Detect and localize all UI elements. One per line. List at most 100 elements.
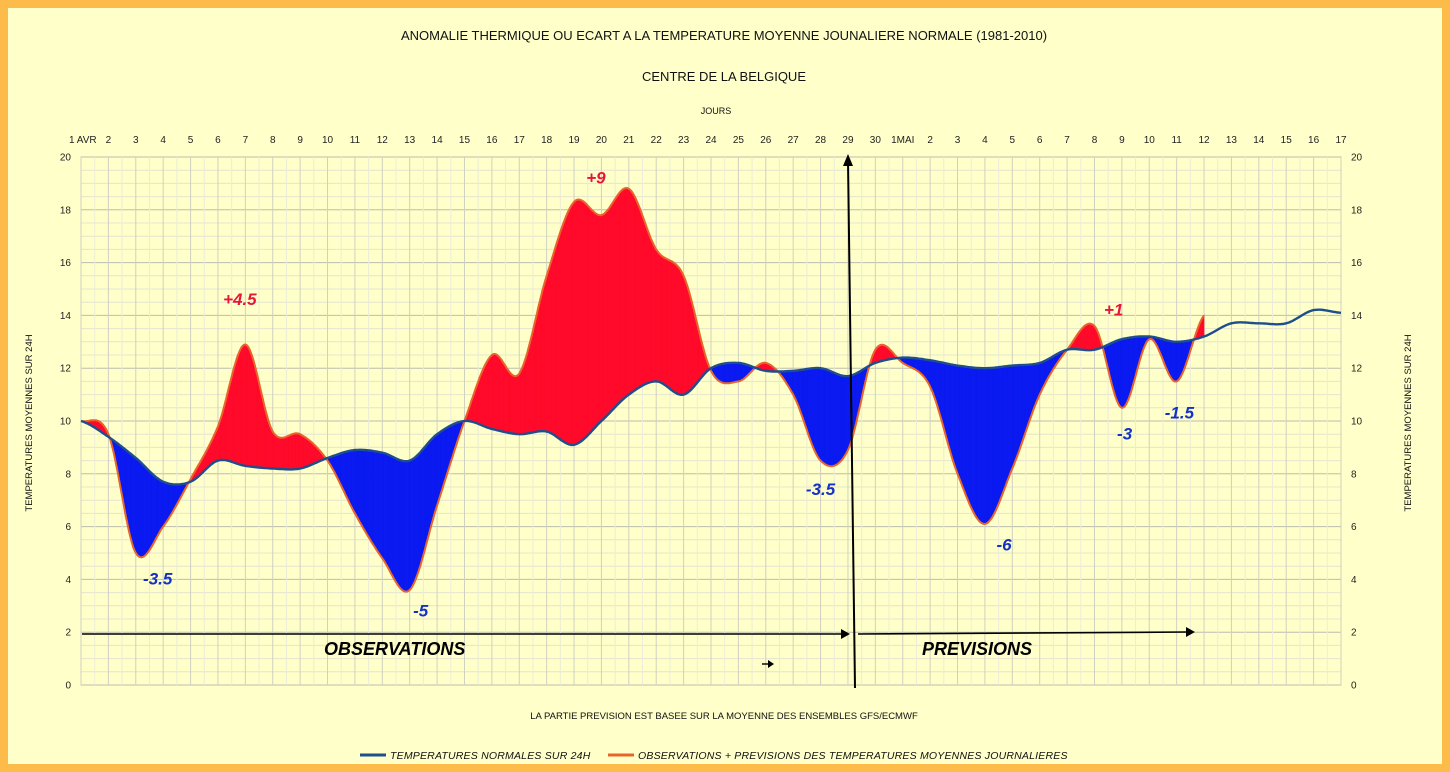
x-axis-label: JOURS: [701, 106, 732, 116]
x-tick-label: 17: [514, 135, 526, 146]
x-tick-label: 15: [1281, 135, 1293, 146]
x-tick-label: 9: [1119, 135, 1125, 146]
x-tick-label: 19: [568, 135, 580, 146]
y-tick-label-left: 4: [65, 575, 71, 586]
y-tick-labels: 0 0 2 2 4 4 6 6 8 8 10 10 12 12 14 14 16 16 18 18 20 20: [60, 153, 1363, 692]
x-tick-labels: 1 AVR 2 3 4 5 6 7 8 9 10 11 12 13 14 15 16 17 18 19 20 21 22 2…: [69, 135, 1347, 146]
y-tick-label-right: 12: [1351, 364, 1363, 375]
previsions-arrow: [857, 627, 1195, 637]
x-tick-label: 23: [678, 135, 690, 146]
anomaly-annotation: -3.5: [143, 570, 173, 589]
x-tick-label: 14: [1253, 135, 1265, 146]
observations-arrow: [82, 629, 850, 639]
x-tick-label: 24: [705, 135, 717, 146]
normal-temperature-line: [80, 308, 1342, 486]
x-tick-label: 12: [377, 135, 389, 146]
anomaly-annotation: -3: [1117, 424, 1133, 443]
y-tick-label-right: 18: [1351, 205, 1363, 216]
observed-temperature-line: [80, 186, 1205, 593]
x-tick-label: 20: [596, 135, 608, 146]
x-tick-label: 5: [1010, 135, 1016, 146]
y-tick-label-right: 10: [1351, 417, 1363, 428]
x-tick-label: 2: [106, 135, 112, 146]
x-tick-label: 14: [432, 135, 444, 146]
y-tick-label-right: 2: [1351, 628, 1357, 639]
y-tick-label-right: 20: [1351, 153, 1363, 164]
y-tick-label-left: 14: [60, 311, 72, 322]
y-tick-label-left: 20: [60, 153, 72, 164]
x-tick-label: 16: [486, 135, 498, 146]
y-tick-label-left: 0: [65, 681, 71, 692]
chart-title: ANOMALIE THERMIQUE OU ECART A LA TEMPERA…: [401, 28, 1047, 43]
y-tick-label-right: 0: [1351, 681, 1357, 692]
x-tick-label: 1MAI: [891, 135, 914, 146]
x-tick-label: 6: [1037, 135, 1043, 146]
x-tick-label: 18: [541, 135, 553, 146]
x-tick-label: 8: [270, 135, 276, 146]
anomaly-annotation: -1.5: [1165, 403, 1195, 422]
x-tick-label: 10: [1144, 135, 1156, 146]
y-axis-label-left: TEMPERATURES MOYENNES SUR 24H: [24, 334, 35, 511]
x-tick-label: 29: [842, 135, 854, 146]
chart-footnote: LA PARTIE PREVISION EST BASEE SUR LA MOY…: [530, 711, 918, 722]
x-tick-label: 7: [1064, 135, 1070, 146]
observations-label: OBSERVATIONS: [324, 639, 465, 659]
x-tick-label: 16: [1308, 135, 1320, 146]
x-tick-label: 3: [955, 135, 961, 146]
legend-normal: TEMPERATURES NORMALES SUR 24H: [390, 750, 591, 762]
y-axis-label-right: TEMPERATURES MOYENNES SUR 24H: [1403, 334, 1414, 511]
x-tick-label: 5: [188, 135, 194, 146]
grid: [80, 156, 1342, 686]
x-tick-label: 28: [815, 135, 827, 146]
x-tick-label: 21: [623, 135, 635, 146]
x-tick-label: 2: [927, 135, 933, 146]
x-tick-label: 17: [1335, 135, 1347, 146]
x-tick-label: 4: [160, 135, 166, 146]
x-tick-label: 8: [1092, 135, 1098, 146]
legend-observed: OBSERVATIONS + PREVISIONS DES TEMPERATUR…: [638, 750, 1068, 762]
y-tick-label-left: 16: [60, 258, 72, 269]
x-tick-label: 27: [788, 135, 800, 146]
y-tick-label-right: 8: [1351, 469, 1357, 480]
x-tick-label: 13: [1226, 135, 1238, 146]
x-tick-label: 3: [133, 135, 139, 146]
anomaly-annotation: -3.5: [806, 480, 836, 499]
x-tick-label: 13: [404, 135, 416, 146]
y-tick-label-right: 14: [1351, 311, 1363, 322]
today-divider-arrow: [843, 154, 856, 689]
x-tick-label: 9: [297, 135, 303, 146]
x-tick-label: 11: [350, 135, 361, 146]
x-tick-label: 12: [1198, 135, 1210, 146]
y-tick-label-left: 2: [65, 628, 71, 639]
y-tick-label-left: 10: [60, 417, 72, 428]
anomaly-chart: ANOMALIE THERMIQUE OU ECART A LA TEMPERA…: [24, 28, 1414, 762]
previsions-label: PREVISIONS: [922, 639, 1032, 659]
x-tick-label: 22: [651, 135, 663, 146]
anomaly-annotation: +9: [586, 168, 606, 187]
anomaly-annotation: -6: [997, 535, 1013, 554]
x-tick-label: 30: [870, 135, 882, 146]
y-tick-label-left: 8: [65, 469, 71, 480]
anomaly-annotations: +4.5 +9 +1 -3.5 -5 -3.5 -6 -3 -1.5: [143, 168, 1195, 620]
y-tick-label-left: 12: [60, 364, 72, 375]
x-tick-label: 4: [982, 135, 988, 146]
y-tick-label-left: 6: [65, 522, 71, 533]
x-tick-label: 10: [322, 135, 334, 146]
small-arrow-icon: [762, 660, 774, 668]
anomaly-annotation: -5: [413, 601, 429, 620]
x-tick-label: 6: [215, 135, 221, 146]
x-tick-label: 7: [243, 135, 249, 146]
x-tick-label: 26: [760, 135, 772, 146]
x-tick-label: 11: [1171, 135, 1182, 146]
x-tick-label: 15: [459, 135, 471, 146]
x-tick-label: 25: [733, 135, 745, 146]
chart-subtitle: CENTRE DE LA BELGIQUE: [642, 69, 806, 84]
chart-frame: ANOMALIE THERMIQUE OU ECART A LA TEMPERA…: [8, 8, 1442, 764]
anomaly-annotation: +1: [1104, 300, 1123, 319]
y-tick-label-left: 18: [60, 205, 72, 216]
anomaly-annotation: +4.5: [223, 290, 257, 309]
series-lines: [80, 186, 1342, 593]
y-tick-label-right: 4: [1351, 575, 1357, 586]
y-tick-label-right: 6: [1351, 522, 1357, 533]
legend: TEMPERATURES NORMALES SUR 24H OBSERVATIO…: [360, 750, 1068, 762]
